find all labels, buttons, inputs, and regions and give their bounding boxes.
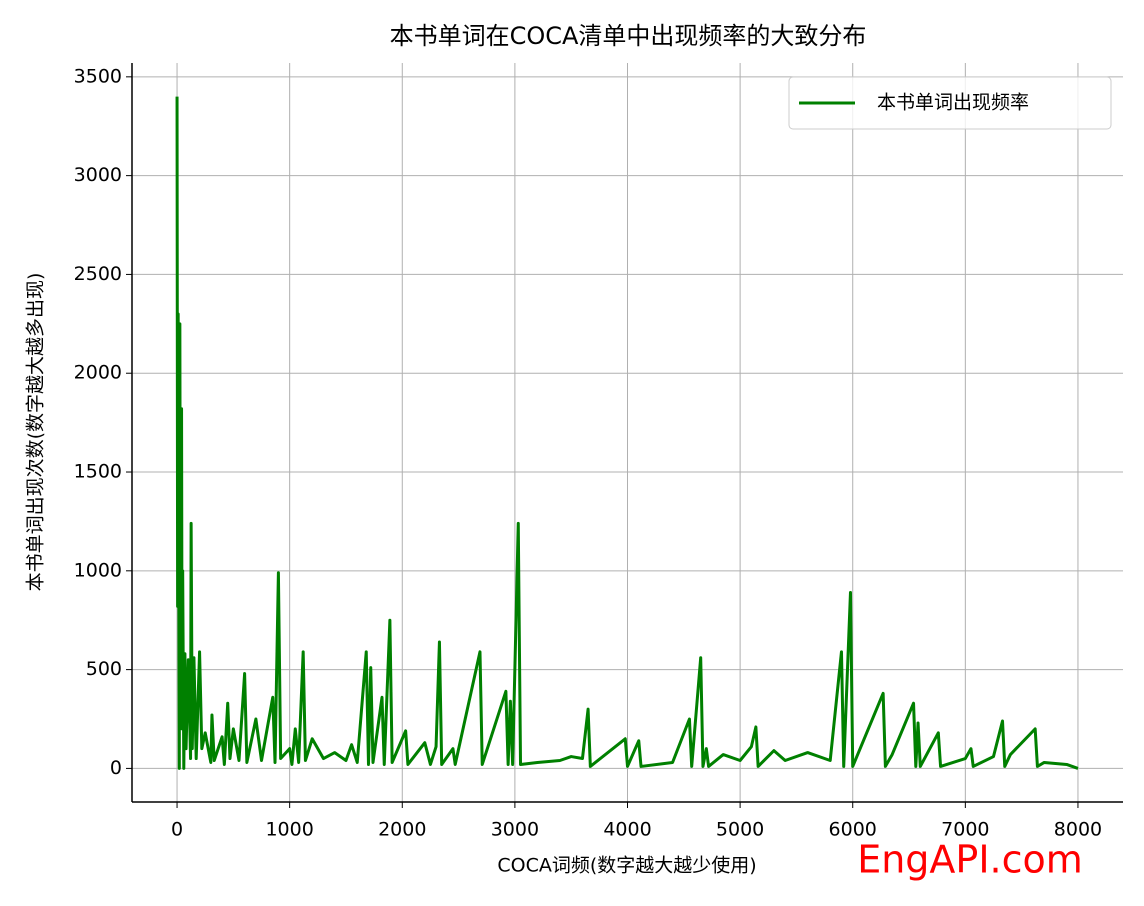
legend-label: 本书单词出现频率 — [877, 92, 1029, 114]
x-tick-label: 0 — [171, 819, 183, 841]
legend-box — [788, 76, 1112, 130]
y-tick-label: 0 — [110, 757, 122, 779]
x-tick-label: 7000 — [941, 819, 989, 841]
x-tick-label: 1000 — [265, 819, 313, 841]
x-axis-label: COCA词频(数字越大越少使用) — [497, 855, 756, 877]
y-tick-label: 1500 — [74, 461, 122, 483]
y-tick-label: 2000 — [74, 362, 122, 384]
y-tick-label: 500 — [86, 658, 122, 680]
y-tick-label: 2500 — [74, 263, 122, 285]
y-tick-label: 1000 — [74, 559, 122, 581]
y-tick-label: 3500 — [74, 65, 122, 87]
y-axis-label: 本书单词出现次数(数字越大越多出现) — [25, 273, 47, 592]
data-line — [175, 96, 1079, 770]
x-tick-label: 8000 — [1054, 819, 1102, 841]
chart-title: 本书单词在COCA清单中出现频率的大致分布 — [390, 22, 867, 50]
x-tick-label: 6000 — [829, 819, 877, 841]
x-tick-label: 4000 — [603, 819, 651, 841]
x-tick-label: 2000 — [378, 819, 426, 841]
x-tick-label: 5000 — [716, 819, 764, 841]
watermark: EngAPI.com — [857, 838, 1083, 882]
x-tick-label: 3000 — [491, 819, 539, 841]
y-tick-label: 3000 — [74, 164, 122, 186]
